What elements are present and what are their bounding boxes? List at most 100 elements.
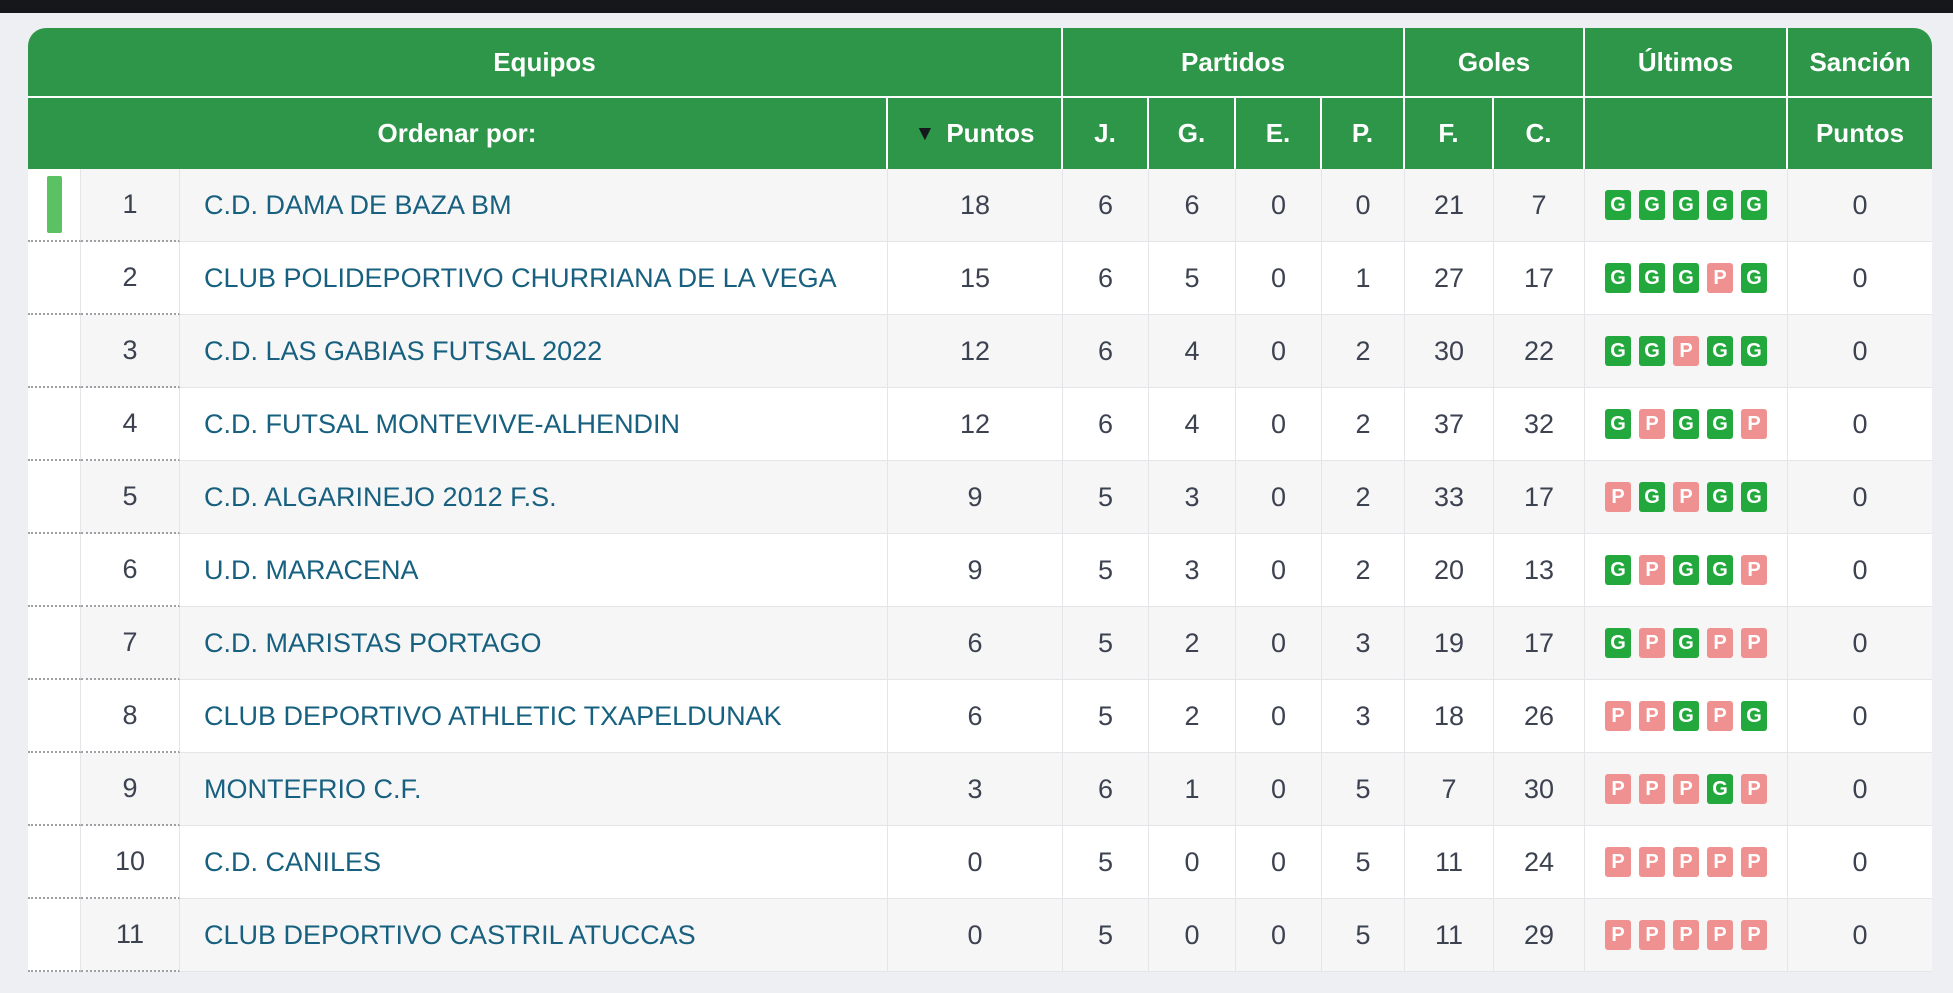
table-row: 1 C.D. DAMA DE BAZA BM 18 6 6 0 0 21 7 G G G G G 0 (28, 169, 1933, 242)
stat-cell-c: 30 (1494, 753, 1586, 826)
sancion-points-cell: 0 (1788, 169, 1933, 242)
column-header-goles-favor[interactable]: F. (1405, 98, 1495, 169)
column-header-perdidos[interactable]: P. (1322, 98, 1406, 169)
stat-cell-puntos: 9 (888, 534, 1063, 607)
stat-cell-e: 0 (1236, 680, 1322, 753)
stat-cell-p: 2 (1322, 388, 1406, 461)
table-row: 10 C.D. CANILES 0 5 0 0 5 11 24 P P P P P 0 (28, 826, 1933, 899)
result-badge-win: G (1673, 701, 1700, 731)
stat-cell-e: 0 (1236, 169, 1322, 242)
team-link[interactable]: C.D. ALGARINEJO 2012 F.S. (204, 481, 557, 512)
indicator-cell (28, 461, 81, 534)
result-badge-loss: P (1639, 920, 1666, 950)
result-badge-loss: P (1605, 847, 1632, 877)
sancion-points-cell: 0 (1788, 680, 1933, 753)
stat-cell-p: 3 (1322, 607, 1406, 680)
result-badge-win: G (1707, 774, 1734, 804)
result-badge-win: G (1605, 190, 1632, 220)
stat-cell-puntos: 9 (888, 461, 1063, 534)
result-badge-loss: P (1673, 920, 1700, 950)
result-badge-win: G (1639, 336, 1666, 366)
result-badge-win: G (1605, 336, 1632, 366)
sancion-points-cell: 0 (1788, 753, 1933, 826)
result-badge-loss: P (1741, 628, 1768, 658)
result-badge-loss: P (1741, 847, 1768, 877)
stat-cell-puntos: 6 (888, 607, 1063, 680)
stat-cell-puntos: 15 (888, 242, 1063, 315)
column-header-jugados[interactable]: J. (1063, 98, 1149, 169)
sort-header-puntos-label: Puntos (946, 118, 1035, 148)
result-badge-loss: P (1673, 336, 1700, 366)
team-link[interactable]: C.D. MARISTAS PORTAGO (204, 627, 542, 658)
team-link[interactable]: C.D. DAMA DE BAZA BM (204, 189, 512, 220)
stat-cell-j: 5 (1063, 461, 1149, 534)
result-badge-win: G (1673, 555, 1700, 585)
table-row: 8 CLUB DEPORTIVO ATHLETIC TXAPELDUNAK 6 5 2 0… (28, 680, 1933, 753)
header-columns-row: Ordenar por: ▼ Puntos J. G. E. P. F. C. P… (28, 98, 1933, 169)
column-header-sancion-puntos[interactable]: Puntos (1788, 98, 1933, 169)
stat-cell-c: 17 (1494, 242, 1586, 315)
stat-cell-puntos: 18 (888, 169, 1063, 242)
indicator-cell (28, 315, 81, 388)
stat-cell-c: 17 (1494, 607, 1586, 680)
result-badge-loss: P (1639, 847, 1666, 877)
column-header-ganados[interactable]: G. (1149, 98, 1236, 169)
result-badge-win: G (1741, 190, 1768, 220)
stat-cell-f: 11 (1405, 826, 1495, 899)
team-link[interactable]: CLUB DEPORTIVO ATHLETIC TXAPELDUNAK (204, 700, 782, 731)
stat-cell-f: 30 (1405, 315, 1495, 388)
result-badge-loss: P (1639, 774, 1666, 804)
stat-cell-g: 2 (1149, 680, 1236, 753)
stat-cell-g: 6 (1149, 169, 1236, 242)
position-cell: 9 (81, 753, 180, 826)
indicator-cell (28, 607, 81, 680)
column-header-goles-contra[interactable]: C. (1494, 98, 1586, 169)
team-cell: C.D. MARISTAS PORTAGO (180, 607, 888, 680)
result-badge-win: G (1741, 336, 1768, 366)
result-badge-win: G (1741, 263, 1768, 293)
result-badge-loss: P (1605, 701, 1632, 731)
table-row: 3 C.D. LAS GABIAS FUTSAL 2022 12 6 4 0 2 30 22 G G… (28, 315, 1933, 388)
sancion-points-cell: 0 (1788, 899, 1933, 972)
team-link[interactable]: C.D. FUTSAL MONTEVIVE-ALHENDIN (204, 408, 681, 439)
stat-cell-e: 0 (1236, 607, 1322, 680)
team-link[interactable]: U.D. MARACENA (204, 554, 419, 585)
team-cell: CLUB POLIDEPORTIVO CHURRIANA DE LA VEGA (180, 242, 888, 315)
team-link[interactable]: CLUB POLIDEPORTIVO CHURRIANA DE LA VEGA (204, 262, 837, 293)
team-link[interactable]: C.D. LAS GABIAS FUTSAL 2022 (204, 335, 603, 366)
team-cell: C.D. FUTSAL MONTEVIVE-ALHENDIN (180, 388, 888, 461)
team-link[interactable]: MONTEFRIO C.F. (204, 773, 422, 804)
team-cell: C.D. CANILES (180, 826, 888, 899)
header-ultimos: Últimos (1585, 28, 1789, 98)
indicator-cell (28, 169, 81, 242)
team-link[interactable]: C.D. CANILES (204, 846, 382, 877)
header-goles: Goles (1405, 28, 1586, 98)
stat-cell-p: 5 (1322, 899, 1406, 972)
result-badge-win: G (1605, 555, 1632, 585)
header-partidos: Partidos (1063, 28, 1406, 98)
team-cell: CLUB DEPORTIVO ATHLETIC TXAPELDUNAK (180, 680, 888, 753)
stat-cell-puntos: 12 (888, 315, 1063, 388)
stat-cell-puntos: 0 (888, 826, 1063, 899)
sancion-points-cell: 0 (1788, 826, 1933, 899)
team-cell: MONTEFRIO C.F. (180, 753, 888, 826)
stat-cell-c: 7 (1494, 169, 1586, 242)
header-sancion: Sanción (1788, 28, 1933, 98)
team-link[interactable]: CLUB DEPORTIVO CASTRIL ATUCCAS (204, 919, 696, 950)
stat-cell-f: 33 (1405, 461, 1495, 534)
sort-header-puntos[interactable]: ▼ Puntos (888, 98, 1063, 169)
result-badge-win: G (1707, 336, 1734, 366)
result-badge-win: G (1673, 263, 1700, 293)
indicator-cell (28, 388, 81, 461)
column-header-empatados[interactable]: E. (1236, 98, 1322, 169)
stat-cell-puntos: 3 (888, 753, 1063, 826)
result-badge-win: G (1605, 263, 1632, 293)
